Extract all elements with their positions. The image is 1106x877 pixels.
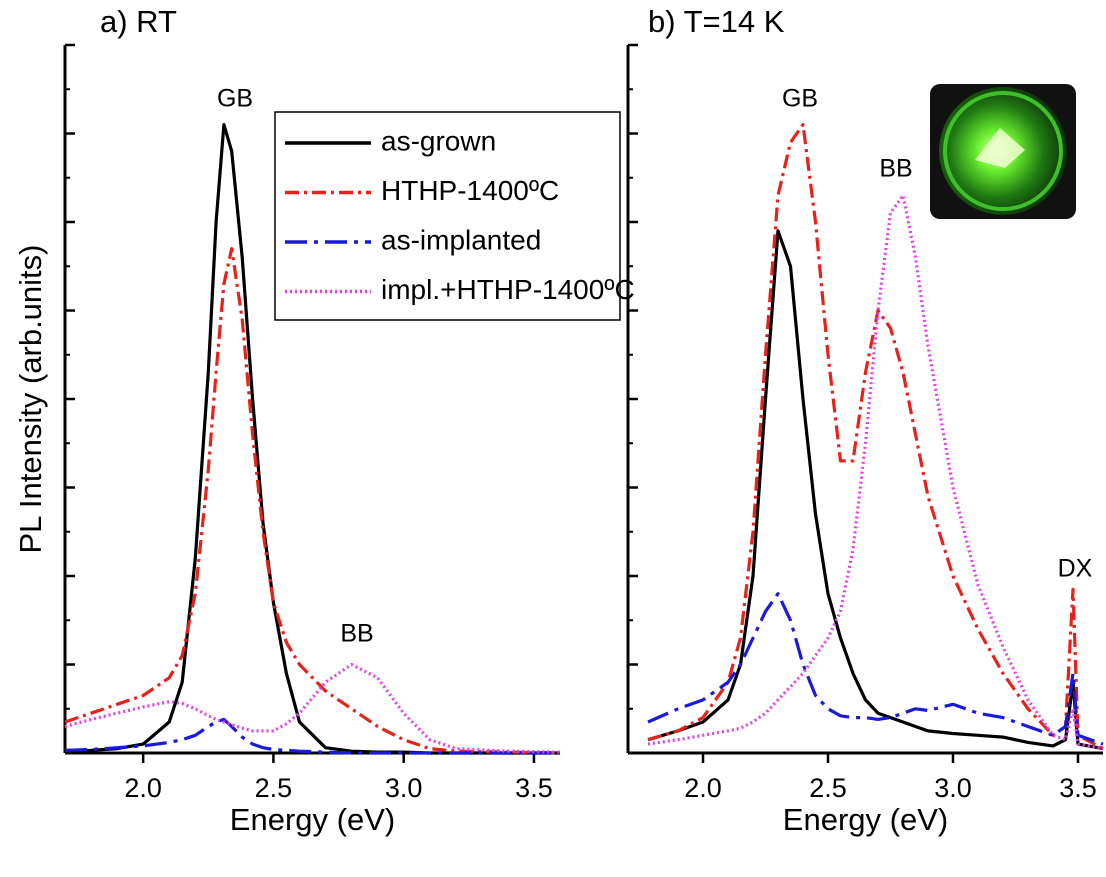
legend-box: [274, 111, 621, 321]
x-tick-label: 3.5: [1059, 773, 1097, 803]
series-line: [64, 717, 560, 755]
series-line: [647, 229, 1104, 751]
legend-label: as-implanted: [381, 224, 541, 255]
series-line: [64, 662, 561, 754]
y-axis-label: PL Intensity (arb.units): [13, 245, 48, 554]
legend-label: as-grown: [381, 125, 496, 156]
series-line: [647, 123, 1104, 751]
panel-title: b) T=14 K: [648, 4, 785, 39]
peak-annotation: GB: [217, 85, 253, 113]
peak-annotation: BB: [340, 620, 373, 648]
x-tick-label: 3.0: [385, 773, 423, 803]
series-line: [647, 592, 1104, 746]
x-axis-label: Energy (eV): [783, 802, 948, 837]
panel: b) T=14 K Energy (eV) 2.0 2.5 3.0 3.5 GB BB DX: [626, 4, 1104, 837]
series-line: [64, 247, 561, 755]
x-tick-label: 3.5: [515, 773, 553, 803]
peak-annotation: GB: [782, 85, 818, 113]
photo-sample: [975, 128, 1025, 168]
x-tick-label: 2.0: [124, 773, 162, 803]
peak-annotation: DX: [1058, 555, 1093, 583]
legend-label: HTHP-1400ºC: [381, 175, 559, 206]
x-tick-label: 2.5: [809, 773, 847, 803]
x-axis-label: Energy (eV): [230, 802, 395, 837]
legend-label: impl.+HTHP-1400ºC: [381, 274, 635, 305]
photo-ring: [943, 91, 1063, 211]
inset-photo: [930, 84, 1076, 219]
x-tick-label: 2.5: [255, 773, 293, 803]
x-tick-label: 2.0: [684, 773, 722, 803]
series-line: [647, 193, 1104, 751]
x-tick-label: 3.0: [934, 773, 972, 803]
peak-annotation: BB: [879, 155, 912, 183]
series-line: [64, 123, 560, 755]
legend: as-grown HTHP-1400ºC as-implanted impl.+HTH…: [274, 111, 635, 321]
panel-title: a) RT: [100, 4, 177, 39]
panel: a) RT Energy (eV) PL Intensity (arb.units)…: [13, 4, 561, 837]
